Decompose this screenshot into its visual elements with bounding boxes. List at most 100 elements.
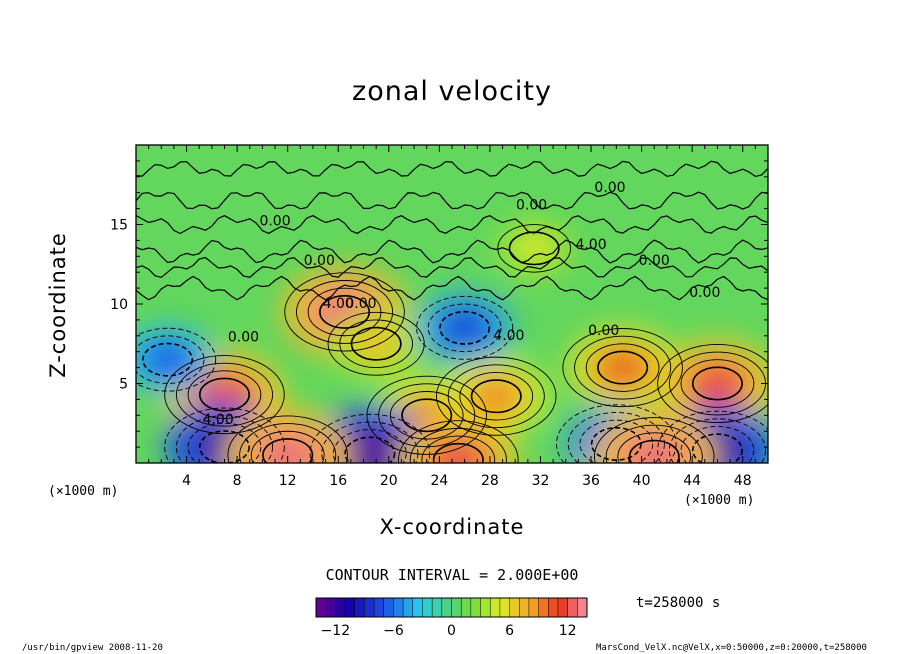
contour-line: [668, 418, 766, 463]
contour-interval: CONTOUR INTERVAL = 2.000E+00: [325, 566, 579, 584]
contour-line: [556, 404, 677, 463]
colorbar-swatch: [519, 598, 530, 617]
footer-right: MarsCond_VelX.nc@VelX,x=0:50000,z=0:2000…: [596, 643, 867, 653]
contour-line: [284, 272, 405, 352]
colorbar-swatch: [316, 598, 326, 617]
contour-line: [597, 350, 649, 385]
field-blob-core: [425, 435, 492, 463]
contour-line: [250, 430, 325, 463]
contour-line: [680, 426, 755, 463]
contour-line: [175, 362, 274, 427]
colorbar-swatch: [480, 598, 491, 617]
colorbar-swatch: [577, 598, 588, 617]
field-blob-core: [142, 341, 193, 379]
contour-label: 0.00: [304, 253, 335, 269]
contour-label: 0.00: [594, 180, 625, 196]
contour-line: [401, 398, 453, 433]
contour-line: [594, 417, 715, 463]
contour-label: 0.00: [345, 296, 376, 312]
x-tick-label: 48: [734, 473, 752, 489]
colorbar-swatch: [499, 598, 510, 617]
field-blob-core: [467, 375, 525, 418]
contour-line: [350, 326, 402, 361]
colorbar-swatch: [490, 598, 501, 617]
contour-line: [239, 423, 337, 463]
contour-line: [175, 415, 274, 463]
colorbar-tick-label: 12: [559, 623, 577, 639]
colorbar-tick-label: 6: [505, 623, 514, 639]
colorbar-swatch: [412, 598, 423, 617]
colorbar-swatch: [374, 598, 385, 617]
contour-line: [164, 407, 285, 463]
colorbar-swatch: [432, 598, 443, 617]
contour-line: [680, 359, 755, 408]
contour-line: [327, 311, 425, 376]
contour-line: [319, 295, 371, 329]
contour-line: [574, 335, 672, 400]
colorbar-swatch: [538, 598, 549, 617]
x-axis-label: X-coordinate: [379, 515, 525, 539]
colorbar-swatch: [451, 598, 462, 617]
colorbar-swatch: [345, 598, 356, 617]
contour-label: 0.00: [689, 285, 720, 301]
contour-line: [435, 356, 557, 436]
colorbar-swatch: [470, 598, 481, 617]
contour-line: [262, 438, 314, 463]
contour-line: [136, 214, 768, 235]
contour-line: [691, 366, 743, 401]
contour-line: [142, 342, 194, 377]
x-tick-label: 32: [532, 473, 550, 489]
contour-line: [309, 413, 431, 463]
contour-label: 4.00: [575, 237, 606, 253]
contour-line: [508, 231, 560, 266]
contour-line: [296, 280, 394, 344]
contour-line: [187, 370, 262, 419]
contour-line: [409, 427, 507, 463]
colorbar-swatch: [441, 598, 452, 617]
contour-line: [439, 310, 491, 345]
colorbar-swatch: [461, 598, 472, 617]
footer-left: /usr/bin/gpview 2008-11-20: [22, 643, 163, 653]
colorbar-swatch: [354, 598, 365, 617]
x-tick-label: 24: [430, 473, 448, 489]
x-tick-label: 8: [233, 473, 242, 489]
colorbar-swatch: [567, 598, 578, 617]
colorbar-tick-label: −6: [383, 623, 404, 639]
x-tick-label: 4: [182, 473, 191, 489]
contour-label: 4.00: [493, 328, 524, 344]
contour-line: [136, 191, 768, 210]
contour-label: 0.00: [588, 323, 619, 339]
colorbar-swatch: [548, 598, 559, 617]
contour-line: [567, 412, 665, 463]
x-tick-label: 36: [582, 473, 600, 489]
contour-line: [339, 319, 414, 369]
x-tick-label: 12: [279, 473, 297, 489]
colorbar-frame: [315, 597, 588, 618]
colorbar-swatch: [403, 598, 414, 617]
contour-line: [389, 391, 464, 440]
contour-line: [579, 419, 654, 463]
colorbar-swatch: [325, 598, 336, 617]
contour-line: [691, 433, 743, 463]
y-axis-unit: (×1000 m): [48, 484, 119, 499]
x-axis-unit: (×1000 m): [684, 493, 755, 508]
contour-line: [198, 430, 250, 463]
contour-line: [421, 435, 496, 463]
colorbar-swatch: [422, 598, 433, 617]
colorbar-tick-label: 0: [447, 623, 456, 639]
contour-label: 4.00: [203, 412, 234, 428]
contour-label: 4.00: [323, 296, 354, 312]
field-blob-core: [684, 359, 751, 408]
contour-line: [198, 377, 250, 412]
y-tick-label: 10: [110, 297, 128, 313]
colorbar-swatch: [364, 598, 375, 617]
time-label: t=258000 s: [636, 595, 721, 611]
contour-line: [432, 442, 484, 463]
contour-line: [497, 224, 572, 273]
x-tick-label: 44: [683, 473, 701, 489]
contour-line: [427, 303, 502, 353]
contour-line: [459, 371, 534, 421]
contour-label: 0.00: [516, 197, 547, 213]
contour-line: [187, 422, 262, 463]
